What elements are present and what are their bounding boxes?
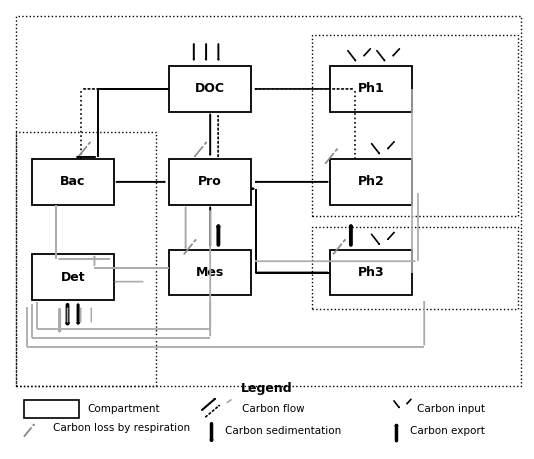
Bar [331, 66, 412, 112]
Text: Ph3: Ph3 [358, 266, 384, 279]
Text: Ph2: Ph2 [358, 175, 384, 188]
Bar [24, 400, 80, 418]
Bar [312, 227, 518, 309]
Text: Ph1: Ph1 [358, 83, 384, 95]
Bar [169, 159, 251, 205]
Text: Carbon loss by respiration: Carbon loss by respiration [53, 423, 190, 433]
Text: Carbon input: Carbon input [417, 404, 484, 414]
Text: Legend: Legend [241, 382, 293, 395]
Bar [169, 66, 251, 112]
Bar [312, 34, 518, 216]
Bar [32, 254, 114, 300]
Text: DOC: DOC [195, 83, 225, 95]
Text: Compartment: Compartment [88, 404, 160, 414]
Text: Carbon export: Carbon export [410, 426, 484, 436]
Bar [32, 159, 114, 205]
Bar [331, 250, 412, 295]
Bar [169, 250, 251, 295]
Text: Det: Det [60, 271, 85, 284]
Text: Mes: Mes [196, 266, 224, 279]
Text: Carbon sedimentation: Carbon sedimentation [225, 426, 341, 436]
Bar [16, 132, 156, 386]
Bar [331, 159, 412, 205]
Bar [16, 17, 521, 386]
Text: Bac: Bac [60, 175, 85, 188]
Text: Carbon flow: Carbon flow [242, 404, 304, 414]
Text: Pro: Pro [198, 175, 222, 188]
